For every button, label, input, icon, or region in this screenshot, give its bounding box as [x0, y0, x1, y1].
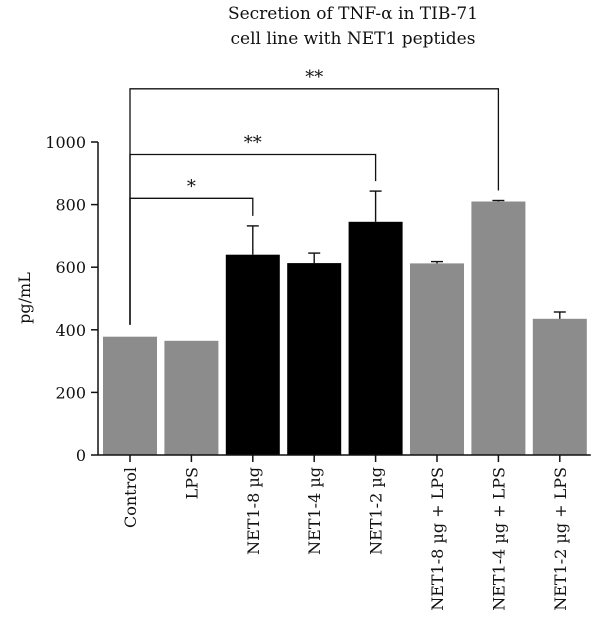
x-tick-label-7: NET1-2 µg + LPS — [551, 467, 570, 611]
chart-title-line-1: Secretion of TNF-α in TIB-71 — [228, 4, 478, 24]
chart-title-line-2: cell line with NET1 peptides — [231, 29, 476, 49]
y-tick-label-1: 200 — [55, 383, 86, 402]
bar-5 — [410, 263, 464, 455]
significance-bracket-2 — [129, 88, 500, 325]
significance-label-2: ** — [305, 67, 323, 88]
y-tick-label-3: 600 — [55, 258, 86, 277]
x-tick-label-6: NET1-4 µg + LPS — [489, 467, 508, 611]
y-tick-label-5: 1000 — [45, 133, 86, 152]
bar-1 — [164, 340, 219, 455]
bar-4 — [348, 221, 403, 455]
x-tick-label-2: NET1-8 µg — [244, 467, 263, 555]
x-tick-label-0: Control — [121, 467, 140, 528]
bar-0 — [103, 336, 157, 455]
bar-3 — [287, 263, 342, 455]
y-tick-label-2: 400 — [55, 321, 86, 340]
y-tick-label-0: 0 — [76, 446, 86, 465]
x-tick-label-1: LPS — [182, 467, 201, 499]
y-tick-label-4: 800 — [55, 196, 86, 215]
x-tick-label-3: NET1-4 µg — [305, 467, 324, 555]
bar-2 — [225, 254, 280, 455]
bar-7 — [532, 318, 587, 455]
x-tick-label-4: NET1-2 µg — [367, 467, 386, 555]
bar-6 — [471, 201, 526, 455]
significance-label-1: ** — [244, 133, 262, 154]
plot-area: 0 200 400 600 800 1000 Control LPS NET1-8 µg NET1… — [45, 67, 591, 611]
y-axis-label: pg/mL — [15, 272, 34, 324]
x-tick-label-5: NET1-8 µg + LPS — [428, 467, 447, 611]
significance-label-0: * — [187, 176, 196, 197]
